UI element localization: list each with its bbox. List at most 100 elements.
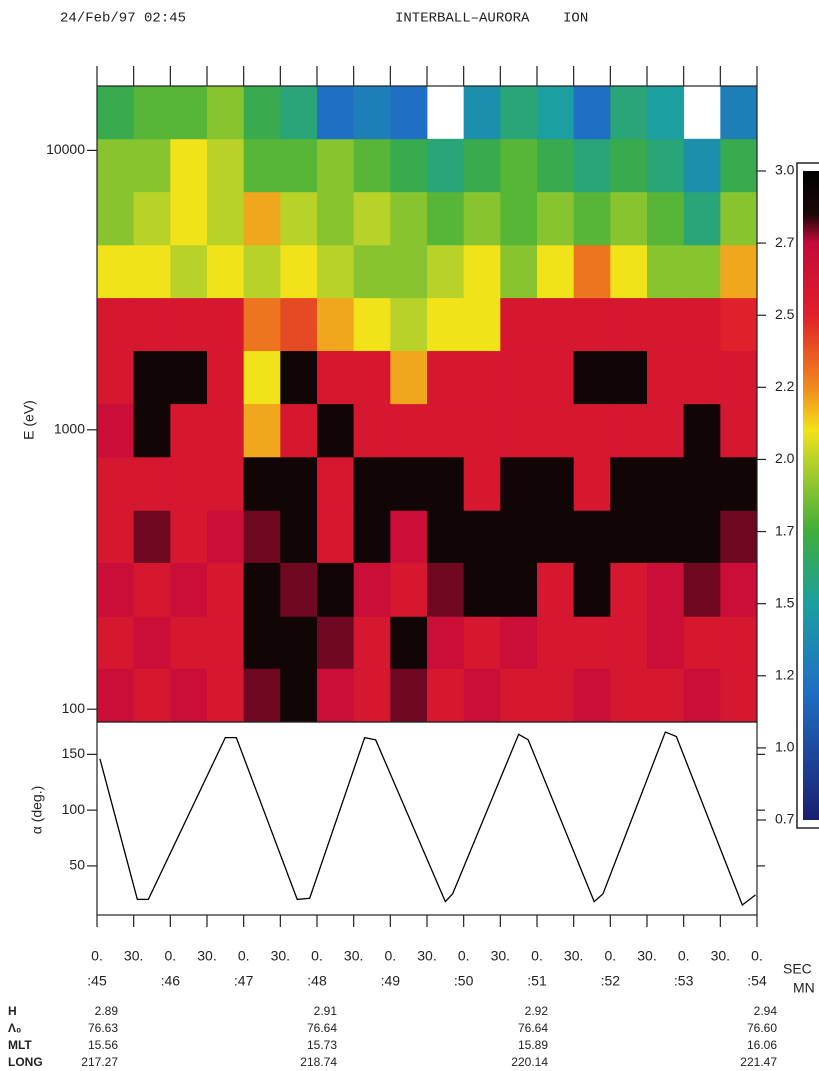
cell — [353, 191, 391, 246]
cell — [170, 616, 208, 669]
cell — [243, 403, 281, 458]
x-label: MN — [793, 980, 815, 996]
cell — [133, 403, 171, 458]
ephemeris-label: MLT — [8, 1038, 32, 1052]
cell — [573, 297, 611, 352]
cell — [390, 668, 428, 723]
line — [99, 731, 756, 906]
cell — [573, 403, 611, 458]
cell — [647, 616, 685, 669]
cell — [610, 668, 648, 723]
x-label: SEC — [783, 961, 812, 977]
cell — [97, 456, 135, 511]
cell — [317, 616, 355, 669]
cell — [500, 510, 538, 563]
x-tick-label: 30. — [124, 948, 143, 964]
colorbar-tick-label: 2.0 — [775, 450, 795, 466]
cell — [610, 86, 648, 140]
cell — [647, 191, 685, 246]
cell — [170, 403, 208, 458]
cell — [317, 297, 355, 352]
cell — [500, 138, 538, 193]
minute-label: :52 — [601, 973, 621, 989]
cell — [683, 350, 721, 405]
cell — [573, 138, 611, 193]
x-tick-label: 30. — [417, 948, 436, 964]
minute-label: :49 — [381, 973, 401, 989]
cell — [390, 350, 428, 405]
cell — [133, 616, 171, 669]
cell — [463, 244, 501, 299]
cell — [573, 191, 611, 246]
cell — [207, 668, 245, 723]
cell — [573, 350, 611, 405]
cell — [463, 297, 501, 352]
cell — [97, 562, 135, 617]
cell — [133, 456, 171, 511]
cell — [317, 350, 355, 405]
cell — [280, 668, 318, 723]
cell — [317, 510, 355, 563]
cell — [610, 456, 648, 511]
cell — [390, 138, 428, 193]
cell — [280, 562, 318, 617]
cell — [610, 350, 648, 405]
cell — [353, 350, 391, 405]
ephemeris-value: 76.64 — [518, 1021, 548, 1035]
x-tick-label: 0. — [604, 948, 616, 964]
cell — [170, 668, 208, 723]
y-tick-label: 100 — [62, 700, 86, 716]
cell — [610, 510, 648, 563]
cell — [463, 456, 501, 511]
cell — [97, 297, 135, 352]
cell — [683, 510, 721, 563]
cell — [170, 244, 208, 299]
cell — [427, 562, 465, 617]
cell — [610, 297, 648, 352]
cell — [243, 138, 281, 193]
cell — [243, 616, 281, 669]
cell — [463, 86, 501, 140]
cell — [317, 403, 355, 458]
title: INTERBALL–AURORA ION — [395, 11, 588, 27]
cell — [280, 86, 318, 140]
cell — [353, 297, 391, 352]
y-tick-label: 100 — [62, 801, 86, 817]
cell — [133, 510, 171, 563]
minute-label: :47 — [234, 973, 254, 989]
minute-label: :48 — [307, 973, 327, 989]
cell — [500, 616, 538, 669]
ephemeris-value: 16.06 — [747, 1038, 777, 1052]
ephemeris-value: 76.60 — [747, 1021, 777, 1035]
cell — [537, 191, 575, 246]
cell — [243, 297, 281, 352]
colorbar-tick-label: 1.2 — [775, 666, 795, 682]
colorbar — [803, 171, 819, 820]
colorbar-tick-label: 3.0 — [775, 162, 795, 178]
minute-label: :51 — [527, 973, 547, 989]
y-tick-label: 50 — [69, 857, 85, 873]
cell — [353, 403, 391, 458]
y-tick-label: 150 — [62, 745, 86, 761]
y-tick-label: 1000 — [54, 421, 85, 437]
cell — [280, 403, 318, 458]
cell — [353, 668, 391, 723]
cell — [207, 562, 245, 617]
cell — [610, 138, 648, 193]
cell — [610, 244, 648, 299]
cell — [97, 350, 135, 405]
cell — [133, 191, 171, 246]
cell — [207, 350, 245, 405]
cell — [427, 244, 465, 299]
colorbar-tick-label: 1.7 — [775, 522, 795, 538]
cell — [720, 616, 758, 669]
cell — [280, 350, 318, 405]
cell — [390, 562, 428, 617]
cell — [170, 297, 208, 352]
x-tick-label: 30. — [344, 948, 363, 964]
x-tick-label: 0. — [164, 948, 176, 964]
cell — [647, 350, 685, 405]
cell — [317, 456, 355, 511]
cell — [390, 616, 428, 669]
